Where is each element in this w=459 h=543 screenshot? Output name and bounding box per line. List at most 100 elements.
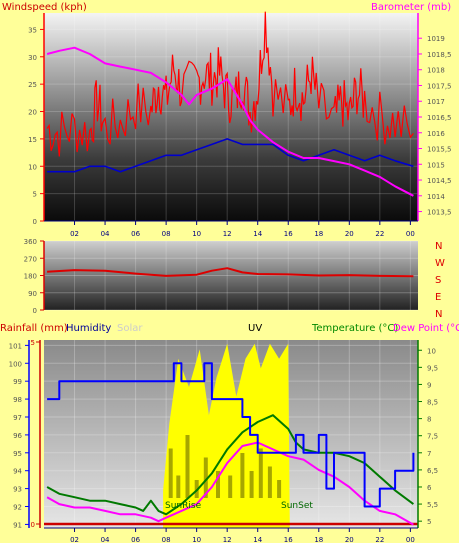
series-direction <box>47 267 414 278</box>
bottom-hour-tick-label: 04 <box>101 536 110 543</box>
bottom-hour-tick-label: 22 <box>375 536 384 543</box>
hour-tick-label: 22 <box>375 230 384 238</box>
humidity-tick-label: 97 <box>13 414 22 422</box>
hour-tick-label: 08 <box>162 230 171 238</box>
uv-bar <box>185 435 190 498</box>
bottom-hour-tick-label: 16 <box>284 536 293 543</box>
bottom-hour-tick-label: 18 <box>314 536 323 543</box>
bottom-hour-tick-label: 08 <box>162 536 171 543</box>
uv-bar <box>277 480 282 498</box>
baro-tick-label: 1018 <box>427 67 445 75</box>
series-barometer <box>46 46 414 197</box>
axes: 051015202530351013,510141014,510151015,5… <box>9 13 452 543</box>
baro-tick-label: 1017,5 <box>427 82 452 90</box>
humidity-tick-label: 98 <box>13 396 22 404</box>
legend-humidity: Humidity <box>66 323 111 334</box>
bottom-hour-tick-label: 06 <box>131 536 140 543</box>
baro-tick-label: 1019 <box>427 35 445 43</box>
hour-tick-label: 14 <box>253 230 262 238</box>
series-dewpoint <box>46 441 414 526</box>
uv-bar <box>249 471 254 498</box>
uv-bar <box>176 475 181 498</box>
temperature-tick-label: 10 <box>427 347 436 355</box>
hour-tick-label: 10 <box>192 230 201 238</box>
wind-tick-label: 20 <box>28 109 37 117</box>
compass-n-top: N <box>435 241 442 252</box>
humidity-tick-label: 96 <box>13 432 22 440</box>
direction-tick-label: 270 <box>24 255 37 263</box>
humidity-tick-label: 99 <box>13 378 22 386</box>
hour-tick-label: 18 <box>314 230 323 238</box>
solar-area <box>163 343 290 528</box>
humidity-tick-label: 101 <box>9 342 22 350</box>
wind-tick-label: 35 <box>28 26 37 34</box>
wind-tick-label: 30 <box>28 54 37 62</box>
uv-bar <box>203 457 208 498</box>
legend-solar: Solar <box>117 323 143 334</box>
baro-tick-label: 1015 <box>427 161 445 169</box>
temperature-tick-label: 6,5 <box>427 467 438 475</box>
legend-temperature: Temperature (°C) <box>311 323 398 334</box>
baro-tick-label: 1014,5 <box>427 177 452 185</box>
uv-bar <box>168 448 173 498</box>
wind-tick-label: 15 <box>28 136 37 144</box>
temperature-tick-label: 9,5 <box>427 364 438 372</box>
legend-rainfall: Rainfall (mm) <box>0 323 68 334</box>
hour-tick-label: 16 <box>284 230 293 238</box>
uv-bar <box>240 453 245 498</box>
data-marks <box>44 11 418 528</box>
baro-tick-label: 1015,5 <box>427 146 452 154</box>
humidity-tick-label: 93 <box>13 486 22 494</box>
temperature-tick-label: 8,5 <box>427 399 438 407</box>
bottom-hour-tick-label: 10 <box>192 536 201 543</box>
direction-tick-label: 90 <box>28 290 37 298</box>
uv-bar <box>228 475 233 498</box>
bottom-hour-tick-label: 02 <box>70 536 79 543</box>
baro-tick-label: 1018,5 <box>427 51 452 59</box>
humidity-tick-label: 94 <box>13 468 22 476</box>
temperature-tick-label: 5 <box>427 518 431 526</box>
bottom-hour-tick-label: 20 <box>345 536 354 543</box>
bottom-hour-tick-label: 00 <box>406 536 415 543</box>
temperature-tick-label: 7,5 <box>427 433 438 441</box>
temperature-tick-label: 5,5 <box>427 501 438 509</box>
hour-tick-label: 00 <box>406 230 415 238</box>
hour-tick-label: 06 <box>131 230 140 238</box>
baro-tick-label: 1016 <box>427 130 445 138</box>
uv-bar <box>216 471 220 498</box>
hour-tick-label: 12 <box>223 230 232 238</box>
wind-tick-label: 10 <box>28 163 37 171</box>
humidity-tick-label: 100 <box>9 360 22 368</box>
wind-title: Windspeed (kph) <box>2 2 87 13</box>
bottom-hour-tick-label: 12 <box>223 536 232 543</box>
hour-tick-label: 02 <box>70 230 79 238</box>
humidity-tick-label: 91 <box>13 521 22 529</box>
temperature-tick-label: 6 <box>427 484 432 492</box>
direction-tick-label: 0 <box>33 307 37 315</box>
barometer-title: Barometer (mb) <box>371 2 451 13</box>
uv-bar <box>258 448 263 498</box>
wind-tick-label: 25 <box>28 81 37 89</box>
legend-dewpoint: Dew Point (°C <box>393 323 459 334</box>
direction-tick-label: 180 <box>24 273 37 281</box>
direction-tick-label: 360 <box>24 238 37 246</box>
wind-tick-label: 5 <box>33 191 37 199</box>
humidity-tick-label: 95 <box>13 450 22 458</box>
baro-tick-label: 1013,5 <box>427 209 452 217</box>
sunrise-label: SunRise <box>165 501 202 511</box>
wind-tick-label: 0 <box>33 218 37 226</box>
compass-e: E <box>435 292 441 303</box>
rain-tick-label: 5 <box>31 339 35 347</box>
hour-tick-label: 04 <box>101 230 110 238</box>
baro-tick-label: 1014 <box>427 193 445 201</box>
series-wind-avg <box>47 138 414 173</box>
uv-bar <box>267 466 272 498</box>
baro-tick-label: 1017 <box>427 98 445 106</box>
compass-w: W <box>435 258 445 269</box>
baro-tick-label: 1016,5 <box>427 114 452 122</box>
compass-n-bottom: N <box>435 309 442 320</box>
temperature-tick-label: 8 <box>427 416 431 424</box>
humidity-tick-label: 92 <box>13 504 22 512</box>
